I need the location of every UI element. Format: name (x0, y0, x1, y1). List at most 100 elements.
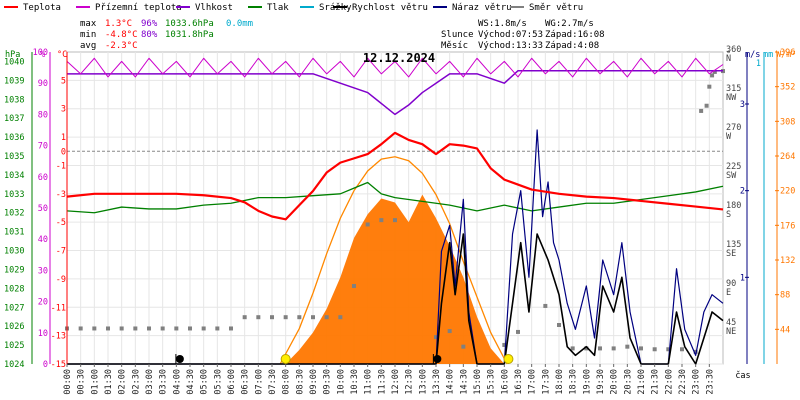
wind-direction-point (270, 315, 274, 320)
wind-direction-point (447, 329, 452, 334)
wind-direction-point (584, 346, 589, 351)
wind-direction-point (393, 218, 397, 223)
axes: 00:00 00:30 01:00 01:30 02:00 02:30 03:00 03:30… (4, 45, 795, 395)
legend-label: Směr větru (529, 3, 583, 13)
info-block: WS:1.8m/s WG:2.7m/s Slunce Východ:07:53 … (441, 19, 605, 51)
pressure-tick: 1033 (4, 190, 24, 200)
solar-tick: 264 (780, 152, 795, 162)
wind-direction-point (639, 346, 643, 351)
wind-direction-point (461, 344, 466, 349)
direction-tick-label: NW (726, 93, 737, 103)
solar-radiation-series (67, 156, 723, 365)
ground-temperature-line (66, 57, 724, 78)
pressure-axis-header: hPa (5, 50, 20, 60)
x-tick-label: 09:30 (323, 369, 333, 395)
pressure-tick: 1027 (4, 303, 24, 313)
legend-label: Rychlost větru (352, 3, 428, 13)
x-tick-label: 06:30 (241, 369, 251, 395)
wind-direction-point (160, 326, 165, 331)
wind-direction-point (119, 326, 124, 331)
wind-direction-point (92, 326, 97, 331)
wind-direction-point (147, 326, 151, 331)
pressure-tick: 1029 (4, 265, 24, 275)
x-tick-label: 19:00 (582, 369, 592, 395)
legend-item-teplota: Teplota (4, 3, 61, 13)
direction-tick-label: S (726, 210, 731, 220)
clear-sky-curve (279, 156, 508, 365)
direction-tick-deg: 360 (726, 45, 741, 55)
x-tick-label: 09:00 (309, 369, 319, 395)
wind-direction-point (680, 347, 684, 352)
humidity-tick: 90 (38, 79, 48, 89)
direction-tick-label: SE (726, 249, 736, 259)
pressure-tick: 1031 (4, 228, 24, 238)
humidity-axis-header: % (40, 50, 45, 60)
temp-axis-header: °C (57, 50, 67, 60)
direction-tick-deg: 90 (726, 279, 736, 289)
wind-direction-point (570, 346, 575, 351)
solar-tick: 132 (780, 256, 795, 266)
direction-tick-label: W (726, 132, 732, 142)
x-tick-label: 04:30 (186, 369, 196, 395)
direction-tick-deg: 135 (726, 240, 741, 250)
x-tick-label: 02:00 (118, 369, 128, 395)
stat-max-temp: 1.3°C (105, 19, 132, 29)
direction-tick-deg: 45 (726, 318, 736, 328)
info-wg: WG:2.7m/s (545, 19, 594, 29)
stats-block: max 1.3°C 96% 1033.6hPa 0.0mm min -4.8°C… (80, 19, 253, 51)
info-sun-label: Slunce (441, 30, 474, 40)
sun-marker (503, 354, 514, 364)
x-tick-label: 10:30 (350, 369, 360, 395)
legend-item-tlak: Tlak (248, 3, 289, 13)
wind-direction-point (338, 315, 343, 320)
pressure-tick: 1035 (4, 152, 24, 162)
pressure-tick: 1025 (4, 341, 24, 351)
info-moon-set: Západ:4:08 (545, 41, 599, 51)
pressure-tick: 1026 (4, 322, 24, 332)
pressure-tick: 1024 (4, 360, 24, 370)
humidity-tick: 80 (38, 110, 48, 120)
wind-tick: 1 (740, 273, 745, 283)
stat-min-pres: 1031.8hPa (165, 30, 214, 40)
stat-min-label: min (80, 30, 96, 40)
info-moon-label: Měsíc (441, 41, 468, 51)
info-sun-set: Západ:16:08 (545, 30, 605, 40)
humidity-tick: 20 (38, 298, 48, 308)
pressure-tick: 1039 (4, 76, 24, 86)
wind-tick: 2 (740, 187, 745, 197)
x-tick-label: 15:00 (473, 369, 483, 395)
legend-item-smer: Směr větru (510, 3, 583, 13)
direction-tick-label: SW (726, 171, 737, 181)
wind-direction-point (352, 284, 356, 288)
wind-direction-point (283, 315, 288, 320)
pressure-tick: 1028 (4, 284, 24, 294)
moon-marker (175, 355, 184, 363)
humidity-tick: 60 (38, 173, 48, 183)
wind-direction-point (652, 347, 657, 352)
legend-item-vitr: Rychlost větru (333, 3, 428, 13)
x-tick-label: 23:00 (692, 369, 702, 395)
x-tick-label: 14:30 (459, 369, 469, 395)
x-tick-label: 22:00 (664, 369, 674, 395)
humidity-tick: 100 (33, 48, 48, 58)
solar-tick: 44 (780, 325, 790, 335)
wind-direction-point (704, 103, 709, 108)
temp-tick-zero: 0 (61, 147, 66, 157)
wind-gust-line (67, 129, 724, 365)
humidity-tick: 40 (38, 235, 48, 245)
legend-label: Vlhkost (195, 3, 233, 13)
x-tick-label: 16:30 (514, 369, 524, 395)
wind-direction-point (201, 326, 206, 331)
wind-direction-point (256, 315, 261, 320)
stat-avg-temp: -2.3°C (105, 41, 138, 51)
x-tick-label: 05:00 (200, 369, 210, 395)
humidity-tick: 70 (38, 142, 48, 152)
pressure-tick: 1037 (4, 114, 24, 124)
wind-direction-point (611, 346, 616, 351)
x-tick-label: 18:30 (569, 369, 579, 395)
x-tick-label: 17:00 (528, 369, 538, 395)
direction-tick-deg: 180 (726, 201, 741, 211)
x-tick-label: 03:00 (145, 369, 155, 395)
wind-direction-point (78, 326, 83, 331)
wind-direction-point (543, 303, 548, 308)
